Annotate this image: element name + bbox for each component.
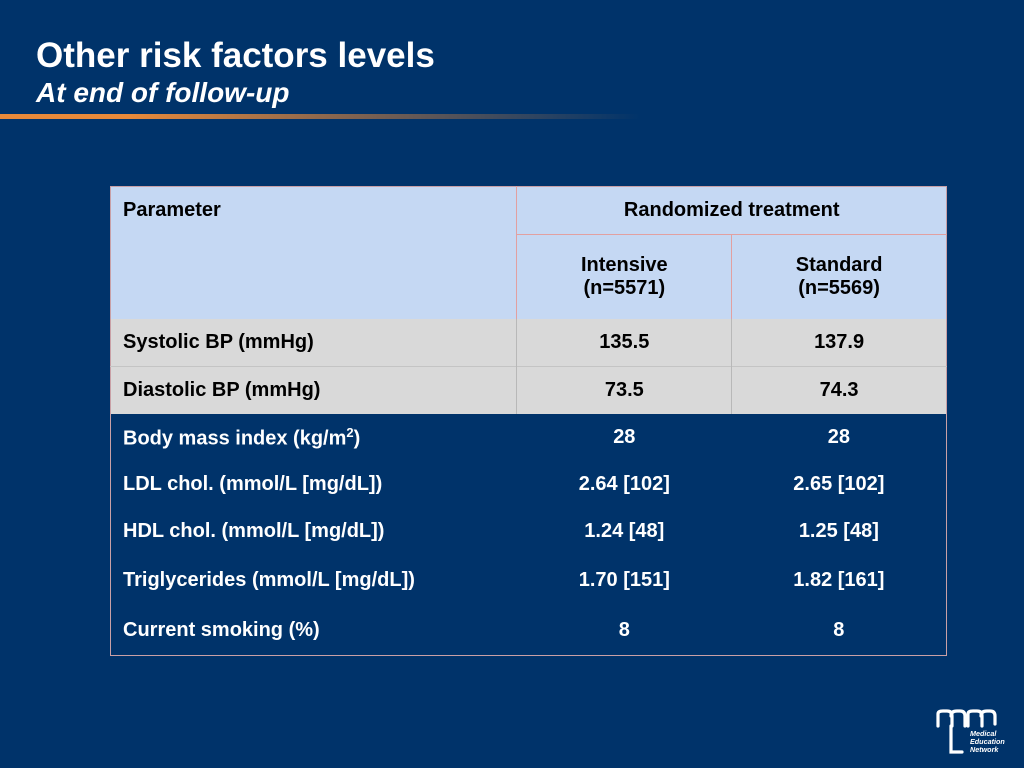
row-standard-value: 8 <box>833 618 845 641</box>
row-label: Diastolic BP (mmHg) <box>110 366 517 414</box>
row-label: Current smoking (%) <box>123 618 320 641</box>
header-standard-n: (n=5569) <box>798 277 880 299</box>
row-intensive-value: 1.24 [48] <box>584 520 665 542</box>
header-empty-cell <box>110 234 517 319</box>
row-standard-value: 28 <box>827 426 850 448</box>
table-row: Diastolic BP (mmHg) 73.5 74.3 <box>110 366 947 414</box>
header-standard-label: Standard <box>795 254 883 276</box>
row-standard-value: 1.82 [161] <box>793 568 885 591</box>
row-label: Systolic BP (mmHg) <box>110 319 517 367</box>
row-label: Body mass index (kg/m <box>123 427 347 450</box>
row-label-superscript: 2 <box>346 424 354 440</box>
row-standard-value: 2.65 [102] <box>793 473 885 495</box>
row-intensive-value: 1.70 [151] <box>578 568 670 591</box>
table-row: Systolic BP (mmHg) 135.5 137.9 <box>110 319 947 367</box>
title-divider <box>0 114 640 119</box>
header-standard: Standard (n=5569) <box>731 234 947 319</box>
header-randomized-treatment: Randomized treatment <box>516 186 947 235</box>
table-header-row: Parameter Randomized treatment <box>110 186 947 235</box>
row-intensive-value: 73.5 <box>516 366 732 414</box>
row-intensive-value: 28 <box>613 426 636 448</box>
risk-factors-table: Parameter Randomized treatment Intensive… <box>110 186 947 656</box>
row-label: LDL chol. (mmol/L [mg/dL]) <box>123 473 383 495</box>
table-row: Body mass index (kg/m2) 28 28 <box>111 414 947 461</box>
row-standard-value: 1.25 [48] <box>798 520 879 542</box>
row-intensive-value: 8 <box>618 618 630 641</box>
table-row: Current smoking (%) 8 8 <box>111 605 947 656</box>
table-row: HDL chol. (mmol/L [mg/dL]) 1.24 [48] 1.2… <box>111 508 947 555</box>
row-label: HDL chol. (mmol/L [mg/dL]) <box>123 520 385 542</box>
slide-title: Other risk factors levels <box>36 36 435 75</box>
logo-line-2: Education <box>970 737 1005 746</box>
table-row: Triglycerides (mmol/L [mg/dL]) 1.70 [151… <box>111 555 947 605</box>
table-subheader-row: Intensive (n=5571) Standard (n=5569) <box>110 234 947 319</box>
header-intensive-label: Intensive <box>580 254 668 276</box>
row-intensive-value: 135.5 <box>516 319 732 367</box>
logo-line-1: Medical <box>970 729 997 738</box>
logo-line-3: Network <box>970 745 999 754</box>
row-intensive-value: 2.64 [102] <box>578 473 670 495</box>
header-intensive-n: (n=5571) <box>583 277 666 299</box>
row-label: Triglycerides (mmol/L [mg/dL]) <box>123 568 415 591</box>
header-intensive: Intensive (n=5571) <box>516 234 732 319</box>
row-standard-value: 137.9 <box>731 319 947 367</box>
row-standard-value: 74.3 <box>731 366 947 414</box>
table-row: LDL chol. (mmol/L [mg/dL]) 2.64 [102] 2.… <box>111 461 947 508</box>
header-parameter: Parameter <box>110 186 517 235</box>
row-label-bmi: Body mass index (kg/m2) <box>111 414 517 461</box>
medical-education-network-logo: Medical Education Network <box>936 709 1005 754</box>
row-label-suffix: ) <box>353 427 361 450</box>
slide-subtitle: At end of follow-up <box>36 77 290 108</box>
